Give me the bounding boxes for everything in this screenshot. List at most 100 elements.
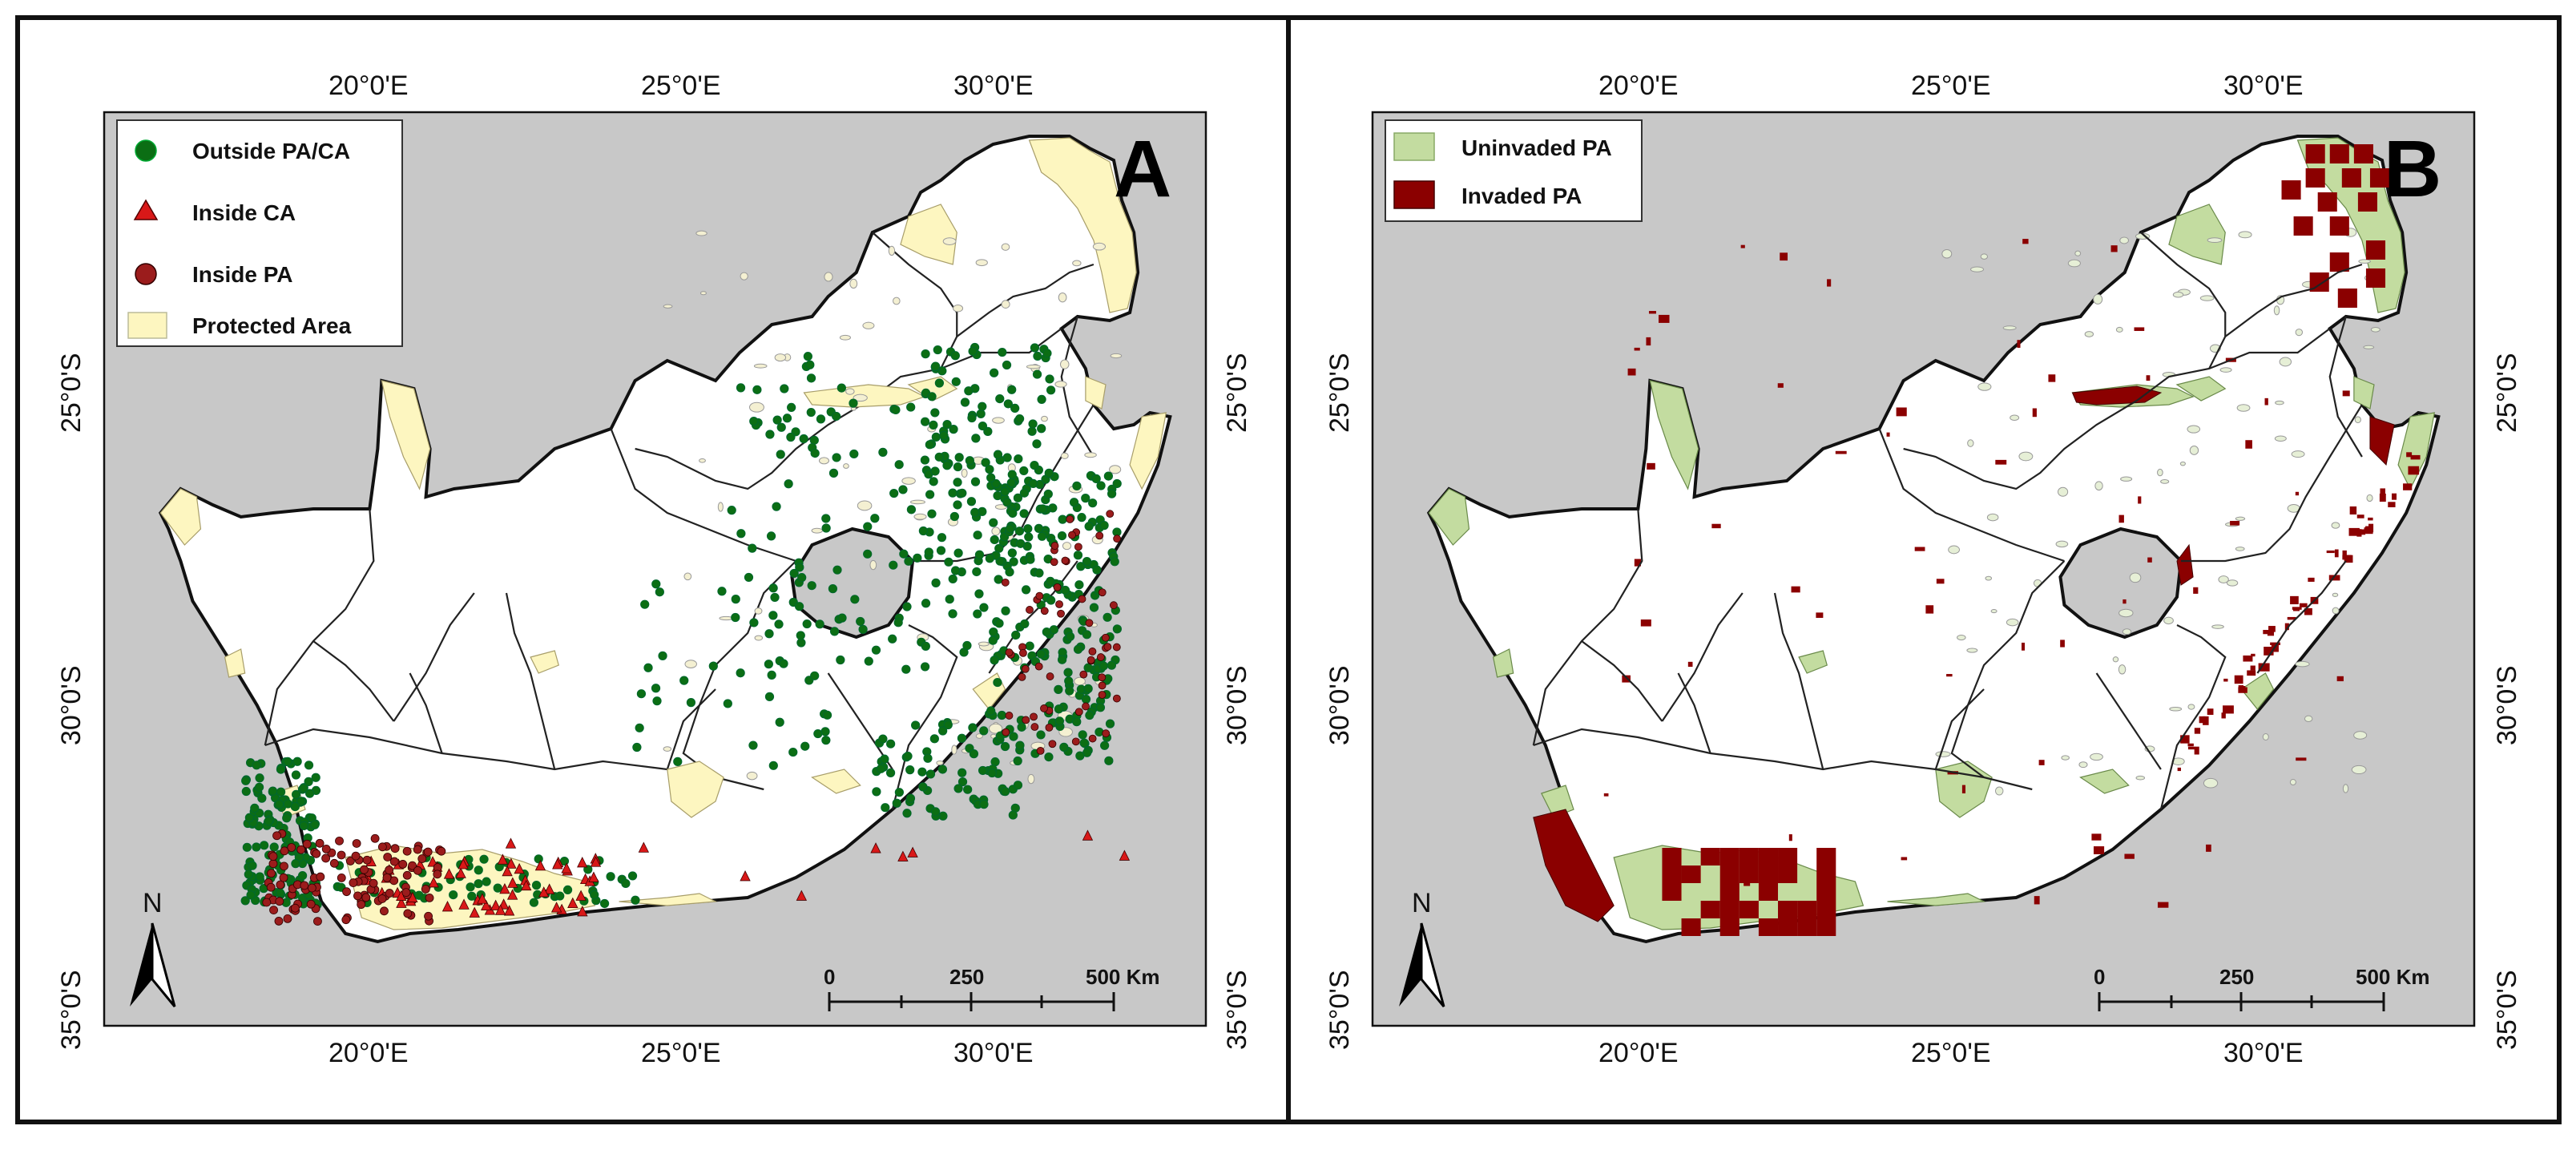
pa-fragment — [2274, 435, 2287, 442]
invaded-pa-fragment — [2392, 493, 2397, 500]
pa-fragment — [1980, 253, 1989, 260]
outside-pa-ca-point — [1028, 419, 1038, 429]
pa-fragment — [2179, 461, 2186, 466]
outside-pa-ca-point — [863, 549, 873, 559]
pa-fragment — [2289, 779, 2296, 786]
inside-pa-point — [357, 900, 366, 910]
outside-pa-ca-point — [799, 434, 808, 444]
pa-fragment — [2078, 761, 2088, 769]
outside-pa-ca-point — [599, 898, 610, 909]
inside-pa-point — [345, 857, 355, 866]
invaded-pa-patch-1 — [1533, 809, 1615, 922]
pa-fragment — [2187, 704, 2195, 710]
pa-fragment — [1001, 243, 1010, 251]
inside-pa-point — [377, 842, 387, 852]
outside-pa-ca-point — [832, 565, 842, 575]
outside-pa-ca-point — [244, 870, 253, 879]
scale-250: 250 — [2219, 965, 2254, 989]
outside-pa-ca-point — [906, 505, 917, 514]
outside-pa-ca-point — [772, 502, 781, 511]
inside-ca-point — [538, 886, 550, 898]
inside-ca-point — [502, 865, 513, 877]
invaded-pa-fragment — [2147, 557, 2152, 563]
inside-pa-point — [274, 917, 284, 926]
invaded-pa-fragment — [1835, 450, 1847, 454]
invaded-pa-fragment — [2134, 327, 2145, 331]
inside-pa-point — [1022, 716, 1030, 724]
pa-fragment — [942, 237, 957, 246]
outside-pa-ca-point — [291, 859, 300, 869]
invaded-pa-fragment — [1646, 337, 1651, 346]
outside-pa-ca-point — [1082, 630, 1092, 640]
pa-fragment — [1060, 452, 1069, 459]
invaded-pa-fragment — [2264, 647, 2274, 656]
pa-fragment — [2351, 765, 2367, 775]
outside-pa-ca-point — [821, 514, 831, 523]
outside-pa-ca-point — [246, 890, 256, 900]
inside-pa-point — [262, 898, 272, 907]
outside-pa-ca-point — [815, 619, 824, 629]
outside-pa-ca-point — [951, 566, 961, 575]
inside-pa-point — [1098, 681, 1107, 690]
outside-pa-ca-point — [983, 426, 993, 436]
invaded-pa-fragment — [2238, 685, 2244, 693]
outside-pa-ca-point — [1046, 595, 1056, 605]
outside-pa-ca-point — [1089, 603, 1099, 612]
outside-pa-ca-point — [242, 842, 252, 852]
pa-fragment — [862, 321, 875, 329]
inside-pa-point — [272, 831, 281, 841]
outside-pa-ca-point — [493, 883, 502, 893]
outside-pa-ca-point — [1014, 414, 1025, 424]
outside-pa-ca-point — [1107, 660, 1117, 670]
outside-pa-ca-point — [807, 581, 816, 591]
pa-fragment — [1074, 676, 1086, 686]
north-arrow: N — [130, 888, 176, 1007]
invaded-pa-fragment — [2268, 626, 2276, 632]
left-lat-25: 25°0'S — [56, 353, 87, 434]
inside-ca-point — [503, 905, 515, 916]
outside-pa-ca-point — [953, 500, 962, 510]
outside-pa-ca-point — [902, 602, 912, 611]
inside-pa-point — [1048, 740, 1057, 748]
invaded-pa-fragment — [2287, 616, 2296, 620]
outside-pa-ca-point — [930, 408, 940, 418]
outside-pa-ca-point — [828, 468, 839, 478]
inside-pa-point — [1021, 664, 1030, 673]
pa-fragment — [1990, 609, 1998, 614]
right-lat-25: 25°0'S — [2492, 353, 2522, 434]
outside-pa-ca-point — [250, 803, 260, 813]
outside-pa-ca-point — [255, 872, 264, 882]
inside-pa-point — [349, 878, 358, 887]
outside-pa-ca-point — [635, 723, 644, 732]
outside-pa-ca-point — [995, 393, 1005, 404]
invaded-pa-patch-2 — [2369, 416, 2395, 466]
invaded-pa-block — [1739, 866, 1759, 883]
outside-pa-ca-point — [931, 361, 941, 371]
outside-pa-ca-point — [1075, 751, 1085, 761]
invaded-pa-patch-3 — [2176, 543, 2194, 586]
outside-pa-ca-point — [1073, 551, 1083, 560]
inside-ca-point — [577, 857, 588, 868]
outside-pa-ca-point — [1045, 374, 1054, 384]
inside-pa-point — [1050, 558, 1058, 567]
outside-pa-ca-point — [1064, 676, 1074, 686]
inside-pa-point — [417, 854, 427, 863]
inside-pa-point — [316, 872, 325, 882]
invaded-pa-block — [1719, 901, 1740, 918]
invaded-pa-fragment — [1936, 579, 1945, 584]
outside-pa-ca-point — [949, 511, 959, 522]
outside-pa-ca-point — [1094, 727, 1104, 737]
pa-fragment — [663, 746, 672, 752]
pa-fragment — [888, 245, 896, 256]
inside-ca-point — [575, 890, 587, 901]
inside-pa-point — [300, 881, 309, 890]
invaded-pa-fragment — [2270, 642, 2280, 645]
pa-fragment — [2238, 231, 2252, 239]
outside-pa-ca-point — [1002, 360, 1012, 370]
invaded-pa-fragment — [1687, 661, 1693, 668]
outside-pa-ca-point — [782, 414, 792, 423]
outside-pa-ca-point — [898, 485, 908, 494]
pa-fragment — [989, 723, 1003, 734]
inside-pa-point — [1050, 542, 1059, 550]
pa-fragment — [2067, 259, 2081, 268]
